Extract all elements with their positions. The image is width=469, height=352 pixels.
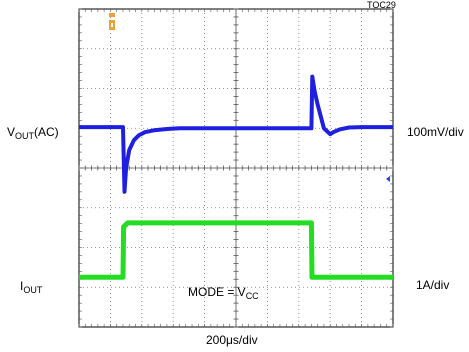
iout-scale: 1A/div	[416, 278, 450, 292]
iout-trace	[79, 220, 393, 280]
vout-scale: 100mV/div	[407, 125, 464, 139]
traces	[79, 74, 393, 280]
time-scale: 200μs/div	[206, 333, 258, 347]
trigger-level-arrow	[386, 176, 390, 182]
vout-trace	[79, 74, 393, 194]
figure-id: TOC29	[367, 0, 396, 10]
grid	[78, 8, 394, 328]
iout-label: IOUT	[20, 279, 43, 295]
trigger-marker	[109, 13, 115, 30]
vout-label: VOUT(AC)	[7, 125, 59, 141]
mode-annotation: MODE = VCC	[188, 285, 259, 301]
